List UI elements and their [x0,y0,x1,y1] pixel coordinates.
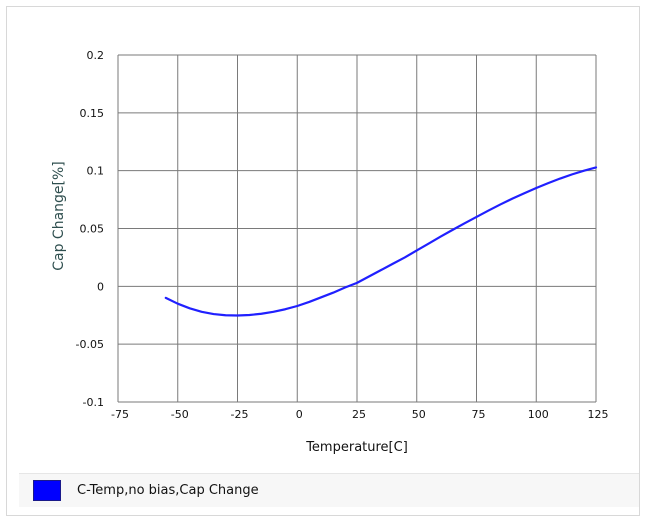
x-tick-label: -75 [111,408,129,421]
x-tick-labels: -75 -50 -25 0 25 50 75 100 125 [111,408,608,421]
x-axis-label: Temperature[C] [305,440,408,455]
y-tick-label: -0.1 [83,396,104,409]
y-tick-label: 0.2 [87,49,105,62]
y-tick-label: 0.15 [80,107,105,120]
y-tick-labels: -0.1 -0.05 0 0.05 0.1 0.15 0.2 [76,49,104,409]
x-tick-label: -50 [171,408,189,421]
legend-swatch [33,480,61,501]
y-tick-label: 0.1 [87,165,105,178]
series-line [164,166,598,317]
y-tick-label: -0.05 [76,338,104,351]
y-axis-label: Cap Change[%] [51,161,67,271]
y-tick-label: 0.05 [80,223,105,236]
legend: C-Temp,no bias,Cap Change [19,473,639,507]
x-tick-label: 50 [412,408,426,421]
y-tick-label: 0 [97,280,104,293]
x-tick-label: 75 [472,408,486,421]
series [164,166,598,317]
legend-label: C-Temp,no bias,Cap Change [77,483,259,498]
x-tick-label: 100 [528,408,549,421]
grid [117,54,597,403]
line-chart: -0.1 -0.05 0 0.05 0.1 0.15 0.2 -75 -50 -25 0 25 50 7… [51,49,609,455]
x-tick-label: 25 [352,408,366,421]
chart-frame [6,6,640,516]
x-tick-label: 0 [296,408,303,421]
x-tick-label: -25 [231,408,249,421]
x-tick-label: 125 [588,408,609,421]
